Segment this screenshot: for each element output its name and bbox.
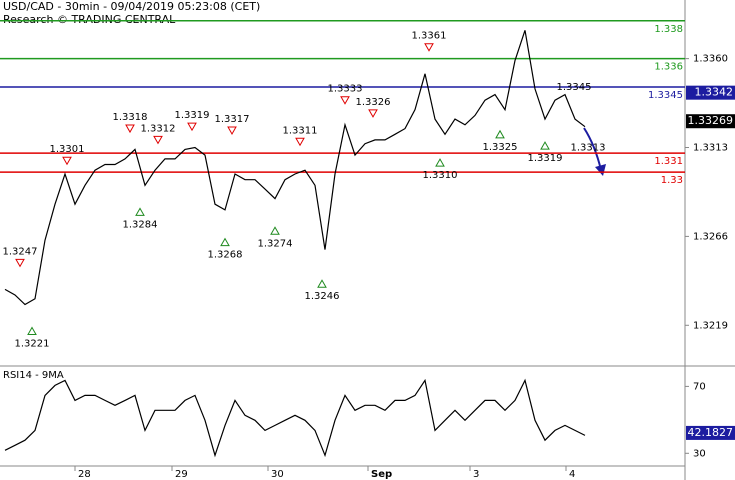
high-label: 1.3318 xyxy=(113,112,148,123)
x-tick-label: 29 xyxy=(175,469,188,480)
low-label: 1.3246 xyxy=(305,291,340,302)
projection-arrow-head xyxy=(595,164,606,176)
high-label: 1.3247 xyxy=(3,246,38,257)
y-tick-label: 1.3219 xyxy=(693,320,728,331)
high-label: 1.3361 xyxy=(412,31,447,42)
low-marker xyxy=(135,207,145,216)
x-tick-label: 28 xyxy=(78,469,91,480)
low-label: 1.3325 xyxy=(483,142,518,153)
high-marker xyxy=(340,96,350,105)
low-marker xyxy=(27,326,37,336)
high-marker xyxy=(227,126,237,135)
low-marker xyxy=(270,226,280,235)
last-value-box xyxy=(686,85,735,100)
low-label: 1.3221 xyxy=(15,339,50,350)
rsi-title: RSI14 - 9MA xyxy=(3,370,64,381)
high-marker xyxy=(187,122,197,132)
y-tick-label: 1.3266 xyxy=(693,231,728,242)
high-label: 1.3326 xyxy=(356,97,391,108)
price-line xyxy=(4,30,586,306)
price-label: 1.3313 xyxy=(571,143,606,154)
y-tick-label: 1.3360 xyxy=(693,54,728,65)
high-label: 1.3333 xyxy=(328,84,363,95)
high-label: 1.3317 xyxy=(215,114,250,125)
high-marker xyxy=(424,43,434,52)
high-marker xyxy=(153,135,163,145)
low-marker xyxy=(317,279,327,288)
high-marker xyxy=(295,137,305,147)
high-marker xyxy=(368,109,378,118)
high-label: 1.3301 xyxy=(50,144,85,155)
low-marker xyxy=(220,237,230,247)
level-label: 1.336 xyxy=(654,62,683,73)
low-marker xyxy=(435,158,445,167)
level-label: 1.33 xyxy=(661,175,683,186)
last-value-box xyxy=(686,425,735,440)
last-value-label: 42.1827 xyxy=(688,426,734,439)
low-label: 1.3284 xyxy=(123,219,158,230)
x-tick-label: 4 xyxy=(569,469,575,480)
level-label: 1.338 xyxy=(654,24,683,35)
low-marker xyxy=(540,141,550,150)
price-label: 1.3345 xyxy=(557,82,592,93)
low-label: 1.3310 xyxy=(423,170,458,181)
low-label: 1.3274 xyxy=(258,238,293,249)
low-label: 1.3268 xyxy=(208,250,243,261)
x-tick-label: Sep xyxy=(371,469,392,480)
low-marker xyxy=(495,129,505,139)
high-marker xyxy=(15,258,25,268)
price-line xyxy=(4,378,586,458)
chart-subtitle: Research © TRADING CENTRAL xyxy=(3,13,176,26)
y-tick-label: 1.3313 xyxy=(693,143,728,154)
high-label: 1.3312 xyxy=(141,123,176,134)
level-label: 1.3345 xyxy=(648,90,683,101)
high-marker xyxy=(62,156,72,166)
x-tick-label: 30 xyxy=(271,469,284,480)
last-value-box xyxy=(686,114,735,129)
high-marker xyxy=(125,124,135,134)
x-tick-label: 3 xyxy=(473,469,479,480)
high-label: 1.3319 xyxy=(175,110,210,121)
level-label: 1.331 xyxy=(654,156,683,167)
last-value-label: 1.3342 xyxy=(695,86,734,99)
y-tick-label: 70 xyxy=(693,381,706,392)
low-label: 1.3319 xyxy=(528,153,563,164)
y-tick-label: 30 xyxy=(693,448,706,459)
last-value-label: 1.33269 xyxy=(688,114,734,127)
chart-title: USD/CAD - 30min - 09/04/2019 05:23:08 (C… xyxy=(3,0,260,13)
high-label: 1.3311 xyxy=(283,125,318,136)
